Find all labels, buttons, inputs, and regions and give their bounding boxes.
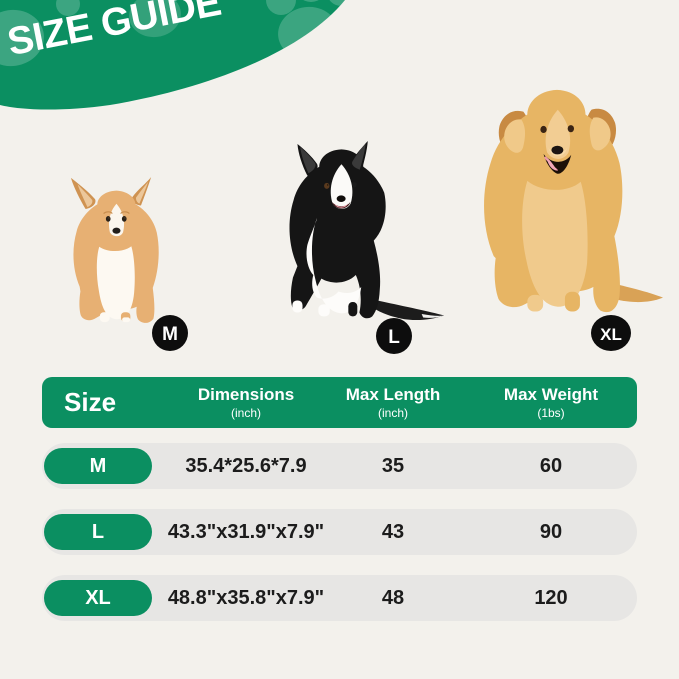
svg-text:L: L [388,327,400,348]
svg-text:M: M [162,324,178,345]
svg-text:XL: XL [600,325,622,344]
